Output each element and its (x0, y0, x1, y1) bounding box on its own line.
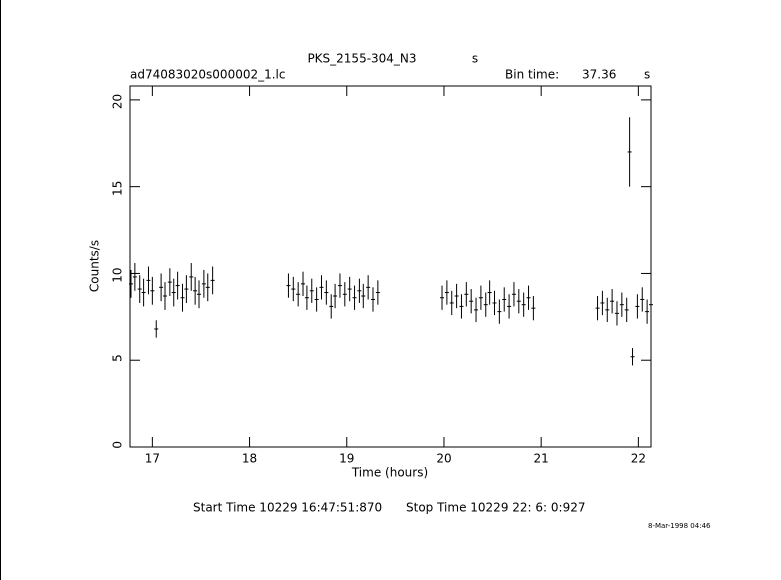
date-stamp: 8-Mar-1998 04:46 (648, 522, 711, 530)
chart-title: PKS_2155-304_N3 (307, 52, 416, 66)
x-tick-label: 21 (534, 452, 549, 466)
bin-time: 37.36 (582, 68, 616, 82)
title-unit: s (472, 52, 478, 66)
y-tick-label: 20 (111, 94, 125, 109)
start-time: Start Time 10229 16:47:51:870 (193, 501, 382, 515)
x-tick-label: 19 (339, 452, 354, 466)
y-axis-label: Counts/s (88, 240, 102, 292)
file-name: ad74083020s000002_1.lc (130, 68, 286, 82)
x-axis-label: Time (hours) (351, 466, 428, 480)
y-tick-label: 0 (111, 441, 125, 449)
y-tick-label: 5 (111, 354, 125, 362)
y-tick-label: 10 (111, 267, 125, 282)
stop-time: Stop Time 10229 22: 6: 0:927 (406, 501, 585, 515)
x-tick-label: 17 (145, 452, 160, 466)
x-tick-label: 22 (631, 452, 646, 466)
x-tick-label: 20 (436, 452, 451, 466)
bin-time-label: Bin time: (505, 68, 559, 82)
y-tick-label: 15 (111, 181, 125, 196)
bin-time-unit: s (644, 68, 650, 82)
plot-frame (129, 85, 652, 448)
x-tick-label: 18 (242, 452, 257, 466)
